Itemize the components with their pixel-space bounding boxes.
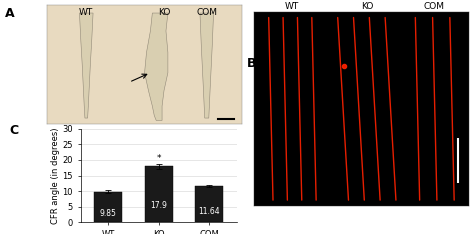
Text: A: A [5,7,14,20]
Bar [94,192,122,222]
Polygon shape [145,13,168,121]
Text: 11.64: 11.64 [199,207,220,216]
Polygon shape [80,13,93,118]
Bar [195,186,223,222]
Text: WT: WT [284,2,299,11]
Text: B: B [246,57,256,70]
Text: 17.9: 17.9 [150,201,167,210]
Y-axis label: CFR angle (in degrees): CFR angle (in degrees) [51,127,60,224]
Bar [145,166,173,222]
Text: C: C [9,124,18,137]
Polygon shape [200,13,214,118]
Text: KO: KO [361,2,374,11]
Text: COM: COM [196,8,217,17]
Text: *: * [156,154,161,163]
Text: WT: WT [79,8,93,17]
Text: COM: COM [423,2,444,11]
Text: KO: KO [158,8,170,17]
Text: 9.85: 9.85 [100,208,117,218]
